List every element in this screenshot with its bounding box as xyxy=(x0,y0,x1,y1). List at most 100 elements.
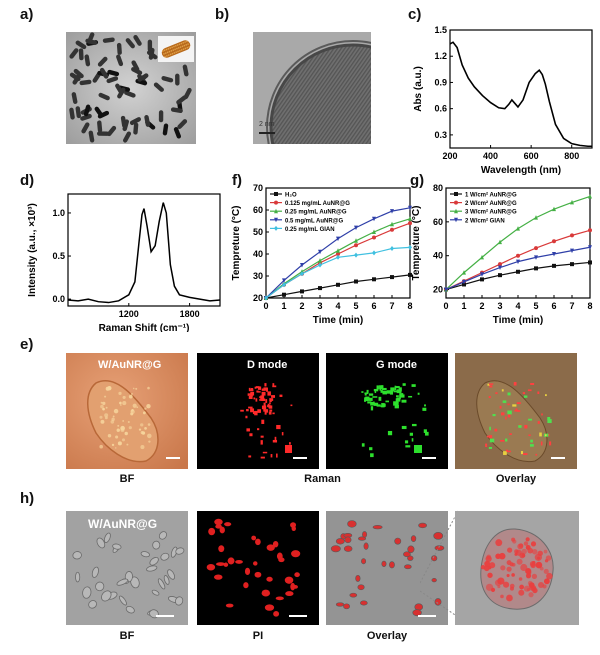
data-point xyxy=(264,295,268,301)
d-mode-signal xyxy=(246,428,250,432)
g-mode-signal xyxy=(372,396,378,398)
y-tick-label: 1.2 xyxy=(434,51,447,61)
pi-nucleus xyxy=(213,574,223,580)
x-tick-label: 5 xyxy=(533,301,538,311)
granule-dot xyxy=(122,401,127,406)
legend-marker xyxy=(454,200,458,205)
overlay-nucleus xyxy=(394,537,402,545)
x-tick-label: 3 xyxy=(497,301,502,311)
y-tick-label: 80 xyxy=(433,183,443,193)
overlay-nucleus xyxy=(434,545,445,551)
y-tick-label: 20 xyxy=(253,293,263,303)
data-point xyxy=(516,226,520,231)
granule-dot xyxy=(116,428,120,432)
zoom-granule xyxy=(516,558,523,565)
data-point xyxy=(480,254,484,260)
x-tick-label: 0 xyxy=(443,301,448,311)
overlay-signal xyxy=(507,413,511,418)
data-point xyxy=(552,239,556,244)
cell-shape xyxy=(72,551,82,560)
g-mode-signal xyxy=(387,430,393,436)
cell-shape xyxy=(91,566,99,578)
cell-shape xyxy=(125,605,135,614)
d-mode-signal xyxy=(246,409,249,412)
rod-surface-dot xyxy=(176,44,179,46)
series-line xyxy=(67,202,221,304)
data-point xyxy=(444,287,448,293)
d-mode-signal xyxy=(272,439,278,443)
data-point xyxy=(498,265,502,271)
zoom-granule xyxy=(497,585,501,589)
nanorod xyxy=(131,60,140,72)
nanorod xyxy=(87,32,95,44)
zoom-granule xyxy=(518,589,525,596)
tem-nanorods-image xyxy=(66,32,196,144)
caption-pi: PI xyxy=(252,630,264,642)
zoom-granule xyxy=(528,592,534,598)
y-tick-label: 0.6 xyxy=(434,104,447,114)
zoom-granule xyxy=(500,565,506,571)
g-mode-signal xyxy=(361,391,364,393)
granule-dot xyxy=(107,434,112,438)
overlay-nucleus xyxy=(361,558,367,565)
rod-surface-dot xyxy=(180,49,183,51)
cell-shape xyxy=(82,586,92,599)
overlay-nucleus xyxy=(335,538,345,545)
overlay-nucleus xyxy=(363,542,369,550)
g-mode-signal xyxy=(361,443,365,447)
g-mode-signal xyxy=(380,405,385,408)
d-mode-signal xyxy=(247,393,251,396)
panel-label-a: a) xyxy=(20,6,34,23)
rod-surface-dot xyxy=(182,48,185,50)
overlay-signal xyxy=(527,389,532,392)
overlay-signal xyxy=(509,433,512,436)
overlay-signal xyxy=(486,435,489,438)
overlay-nucleus xyxy=(434,598,442,606)
data-point xyxy=(372,277,376,282)
zoomed-cell-image xyxy=(455,511,579,625)
overlay-signal xyxy=(512,404,517,407)
zoom-granule xyxy=(487,572,493,578)
granule-dot xyxy=(147,423,151,426)
overlay-nucleus xyxy=(431,555,438,562)
cell-shape xyxy=(149,556,159,566)
d-mode-signal xyxy=(249,433,253,437)
nanorod xyxy=(69,72,81,82)
data-point xyxy=(390,209,394,214)
overlay-signal xyxy=(505,438,508,442)
y-tick-label: 30 xyxy=(253,271,263,281)
data-point xyxy=(588,245,592,250)
data-point xyxy=(336,282,340,287)
legend-label: 0.5 mg/mL AuNR@G xyxy=(285,218,344,224)
panel-label-f: f) xyxy=(232,172,242,189)
panel-label-g: g) xyxy=(410,172,425,189)
pi-nucleus xyxy=(278,557,285,563)
legend-label: 0.25 mg/mL GIAN xyxy=(285,227,335,233)
rod-surface-dot xyxy=(165,48,168,51)
g-mode-signal xyxy=(367,401,372,404)
y-tick-label: 1.0 xyxy=(52,208,65,218)
zoom-granule xyxy=(546,572,553,580)
nanorod xyxy=(107,69,120,77)
granule-dot xyxy=(100,404,104,409)
zoom-granule xyxy=(532,561,536,565)
rod-surface-dot xyxy=(177,50,179,53)
overlay-nucleus xyxy=(343,603,350,610)
d-mode-signal xyxy=(250,391,255,396)
rod-surface-dot xyxy=(175,51,177,53)
pi-nucleus xyxy=(216,562,226,566)
zoom-granule xyxy=(523,585,531,592)
cell-shape xyxy=(130,576,140,589)
granule-dot xyxy=(128,394,133,399)
g-mode-signal xyxy=(378,396,382,401)
d-mode-signal xyxy=(249,389,254,392)
pi-nucleus xyxy=(261,589,271,597)
data-point xyxy=(462,270,466,275)
cell-shape xyxy=(152,540,161,550)
pi-nucleus xyxy=(225,603,234,608)
overlay-signal xyxy=(540,441,543,446)
g-mode-signal xyxy=(396,389,402,394)
data-point xyxy=(408,216,412,221)
g-mode-signal xyxy=(423,429,427,433)
zoom-granule xyxy=(521,548,527,555)
